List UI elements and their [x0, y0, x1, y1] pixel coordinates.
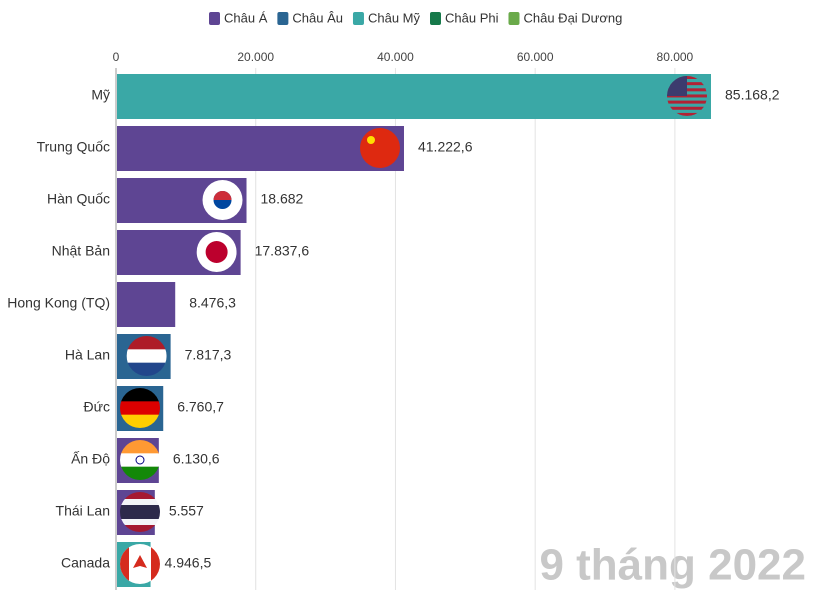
- flag-part: [120, 401, 160, 416]
- flag-part: [120, 466, 160, 480]
- flag-part: [205, 241, 228, 263]
- legend-swatch: [352, 12, 364, 25]
- x-tick-label: 80.000: [657, 50, 694, 64]
- flag-part: [359, 128, 400, 168]
- flag-part: [120, 440, 160, 454]
- flag-part: [366, 136, 375, 144]
- legend-label: Châu Mỹ: [368, 10, 421, 25]
- value-label: 6.130,6: [173, 451, 220, 467]
- flag: [120, 544, 160, 584]
- flag: [120, 388, 160, 428]
- flag-part: [126, 349, 167, 364]
- flag-part: [135, 455, 145, 465]
- flag-part: [120, 544, 129, 584]
- bar: [117, 126, 404, 171]
- y-tick-label: Nhật Bản: [52, 243, 110, 259]
- bar: [117, 282, 176, 327]
- y-tick-label: Hà Lan: [65, 347, 110, 363]
- y-tick-label: Trung Quốc: [37, 139, 110, 155]
- flag-part: [120, 414, 160, 428]
- value-label: 41.222,6: [418, 139, 473, 155]
- flag-part: [120, 453, 160, 468]
- flag-part: [120, 519, 160, 525]
- legend-swatch: [209, 12, 220, 25]
- flag-part: [133, 555, 147, 568]
- y-tick-label: Canada: [61, 555, 110, 571]
- flag-part: [667, 100, 707, 104]
- flag-part: [120, 388, 160, 402]
- flag-part: [213, 191, 232, 200]
- x-tick-label: 60.000: [517, 50, 554, 64]
- bar: [117, 74, 711, 119]
- value-label: 18.682: [261, 191, 304, 207]
- legend: Châu Á Châu Âu Châu Mỹ Châu Phi Châu Đại Dươ…: [209, 10, 622, 25]
- flag-part: [120, 499, 160, 505]
- x-tick-label: 0: [113, 50, 120, 64]
- legend-swatch: [430, 12, 441, 25]
- flag-part: [151, 544, 160, 584]
- flag-part: [667, 106, 707, 110]
- legend-label: Châu Âu: [292, 10, 343, 25]
- flag-part: [120, 505, 160, 519]
- y-tick-label: Hàn Quốc: [47, 191, 110, 207]
- flag: [120, 492, 160, 532]
- annotation: 9 tháng 2022: [539, 541, 806, 590]
- value-label: 6.760,7: [177, 399, 224, 415]
- value-label: 8.476,3: [189, 295, 236, 311]
- y-tick-label: Thái Lan: [56, 503, 110, 519]
- flag: [120, 440, 160, 480]
- value-label: 5.557: [169, 503, 204, 519]
- flag-part: [667, 112, 707, 116]
- legend-swatch: [508, 12, 520, 25]
- flag: [126, 336, 167, 376]
- legend-label: Châu Đại Dương: [523, 10, 622, 25]
- flag: [359, 128, 400, 168]
- flag-part: [120, 492, 160, 499]
- legend-swatch: [277, 12, 289, 25]
- legend-label: Châu Á: [224, 10, 268, 25]
- legend-label: Châu Phi: [445, 10, 499, 25]
- value-label: 85.168,2: [725, 87, 780, 103]
- y-tick-label: Ấn Độ: [71, 451, 110, 467]
- y-tick-label: Hong Kong (TQ): [7, 295, 110, 311]
- value-label: 4.946,5: [165, 555, 212, 571]
- flag: [196, 232, 237, 272]
- value-label: 7.817,3: [185, 347, 232, 363]
- x-tick-label: 40.000: [377, 50, 414, 64]
- flag-part: [126, 336, 167, 350]
- y-tick-label: Đức: [84, 399, 110, 415]
- value-label: 17.837,6: [255, 243, 310, 259]
- flag-part: [120, 525, 160, 532]
- flag-part: [126, 362, 167, 376]
- x-tick-label: 20.000: [237, 50, 274, 64]
- flag: [202, 180, 243, 220]
- y-tick-label: Mỹ: [91, 87, 110, 103]
